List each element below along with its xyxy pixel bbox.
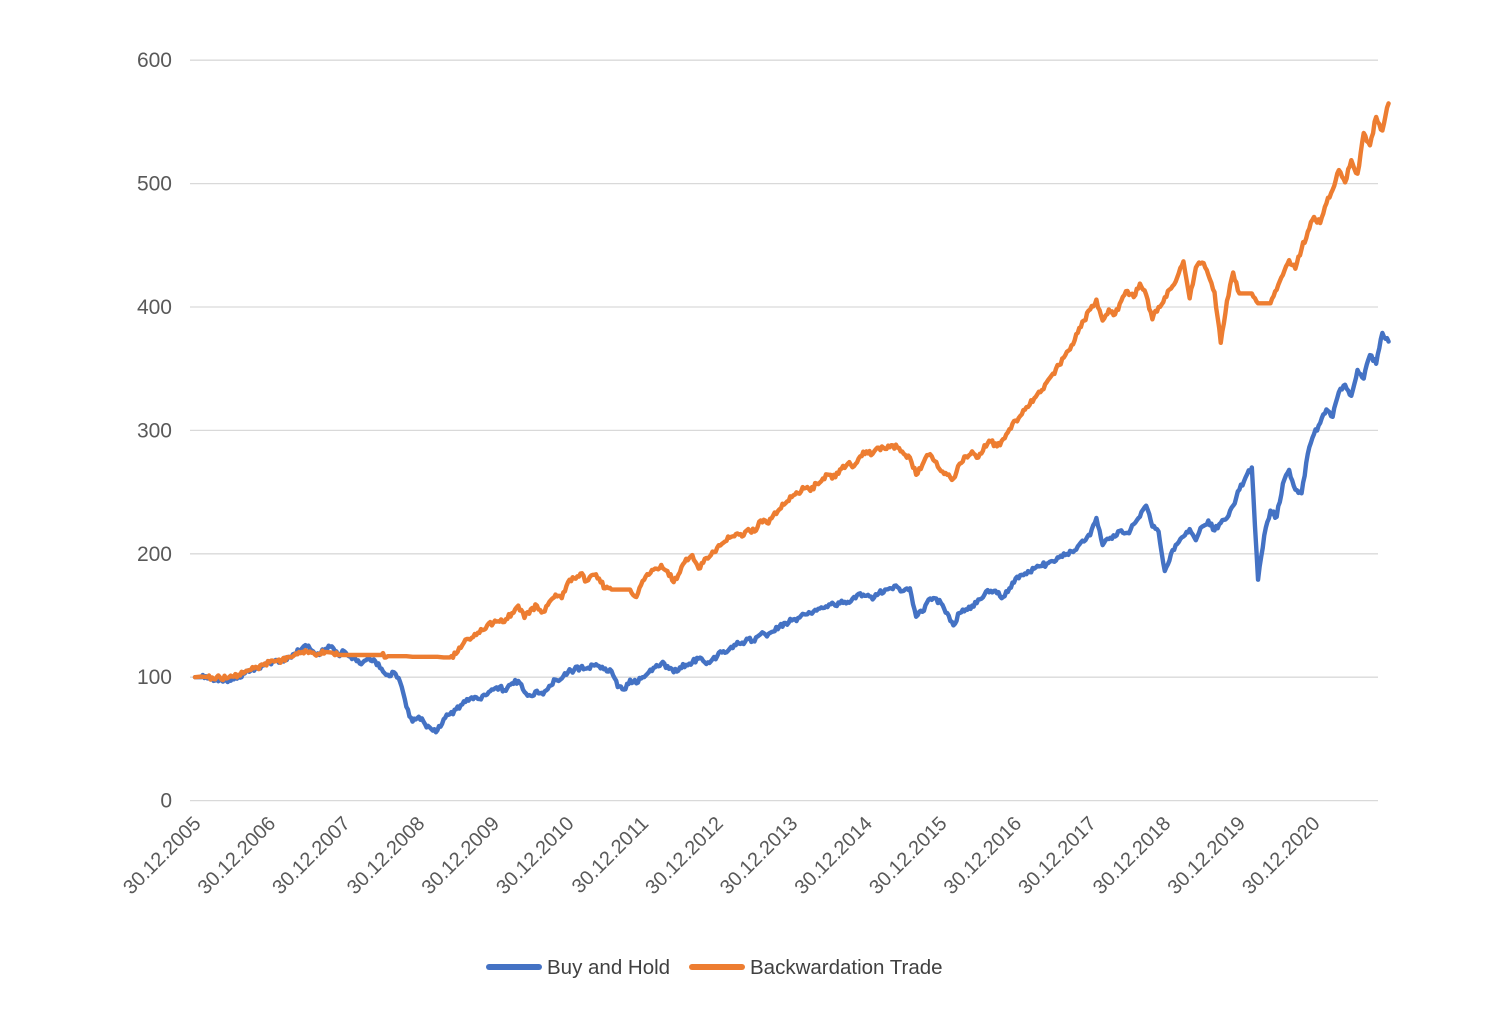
- legend: Buy and Hold Backwardation Trade: [486, 956, 943, 979]
- series-line-backwardation-trade: [192, 101, 1391, 683]
- x-tick-label: 30.12.2008: [343, 813, 429, 899]
- x-tick-label: 30.12.2019: [1164, 813, 1250, 899]
- x-tick-label: 30.12.2018: [1089, 813, 1175, 899]
- y-tick-label: 500: [137, 173, 172, 196]
- series-lines: [192, 101, 1391, 735]
- gridlines: [190, 59, 1378, 802]
- legend-label-backwardation-trade: Backwardation Trade: [750, 956, 943, 979]
- y-tick-label: 600: [137, 49, 172, 72]
- x-tick-label: 30.12.2011: [568, 813, 653, 898]
- y-tick-label: 100: [137, 666, 172, 689]
- x-tick-label: 30.12.2012: [641, 813, 727, 899]
- y-axis-tick-labels: 0 100 200 300 400 500 600: [137, 49, 172, 812]
- y-tick-label: 200: [137, 543, 172, 566]
- x-tick-label: 30.12.2013: [716, 813, 802, 899]
- x-tick-label: 30.12.2007: [268, 813, 354, 899]
- x-tick-label: 30.12.2006: [194, 813, 280, 899]
- x-tick-label: 30.12.2009: [418, 813, 504, 899]
- x-tick-label: 30.12.2017: [1014, 813, 1100, 899]
- x-tick-label: 30.12.2010: [492, 813, 578, 899]
- y-tick-label: 0: [160, 790, 172, 813]
- x-tick-label: 30.12.2016: [940, 813, 1026, 899]
- y-tick-label: 400: [137, 296, 172, 319]
- series-line-buy-and-hold: [192, 330, 1391, 735]
- x-tick-label: 30.12.2005: [119, 813, 205, 899]
- x-tick-label: 30.12.2014: [791, 813, 877, 899]
- x-axis-tick-labels: 30.12.200530.12.200630.12.200730.12.2008…: [119, 813, 1324, 899]
- y-tick-label: 300: [137, 419, 172, 442]
- x-tick-label: 30.12.2015: [865, 813, 951, 899]
- x-tick-label: 30.12.2020: [1238, 813, 1324, 899]
- legend-label-buy-and-hold: Buy and Hold: [547, 956, 670, 979]
